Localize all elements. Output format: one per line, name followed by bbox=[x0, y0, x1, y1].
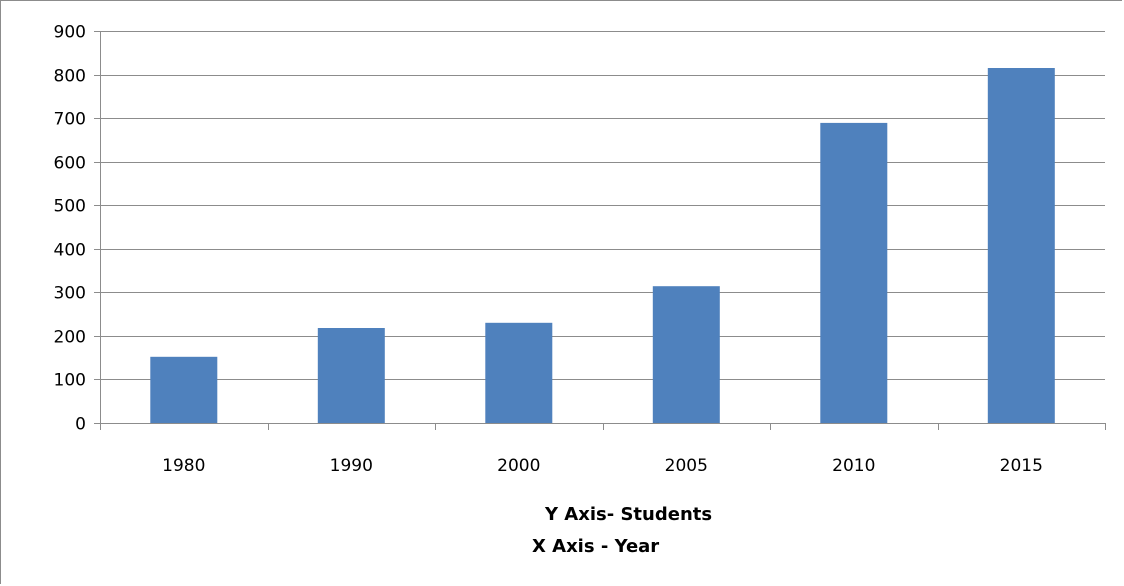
y-tick-label: 700 bbox=[54, 110, 86, 130]
bar-1980 bbox=[150, 356, 218, 423]
y-tick-label: 200 bbox=[54, 328, 86, 348]
annotation-y-axis: Y Axis- Students bbox=[544, 504, 712, 525]
x-tick-label: 2015 bbox=[1000, 456, 1043, 476]
bar-2015 bbox=[987, 68, 1055, 423]
y-tick-label: 600 bbox=[54, 154, 86, 174]
bar-2000 bbox=[485, 322, 553, 423]
bar-2010 bbox=[820, 122, 888, 424]
y-tick-label: 0 bbox=[75, 415, 86, 435]
y-tick-labels: 0 100 200 300 400 500 600 700 800 900 bbox=[54, 23, 86, 435]
x-tick-label: 2010 bbox=[832, 456, 875, 476]
y-tick-label: 900 bbox=[54, 23, 86, 43]
y-tick-label: 800 bbox=[54, 67, 86, 87]
gridlines bbox=[94, 31, 1105, 424]
x-tick-label: 1980 bbox=[162, 456, 205, 476]
x-tick-label: 2000 bbox=[497, 456, 540, 476]
y-tick-label: 300 bbox=[54, 284, 86, 304]
bar-2005 bbox=[652, 286, 720, 423]
axes bbox=[100, 31, 1106, 430]
y-tick-label: 400 bbox=[54, 241, 86, 261]
x-tick-labels: 1980 1990 2000 2005 2010 2015 bbox=[162, 456, 1043, 476]
annotation-x-axis: X Axis - Year bbox=[532, 536, 659, 557]
y-tick-label: 100 bbox=[54, 371, 86, 391]
bars bbox=[150, 68, 1055, 424]
x-tick-label: 1990 bbox=[330, 456, 373, 476]
y-tick-label: 500 bbox=[54, 197, 86, 217]
x-tick-label: 2005 bbox=[665, 456, 708, 476]
bar-1990 bbox=[317, 328, 385, 423]
